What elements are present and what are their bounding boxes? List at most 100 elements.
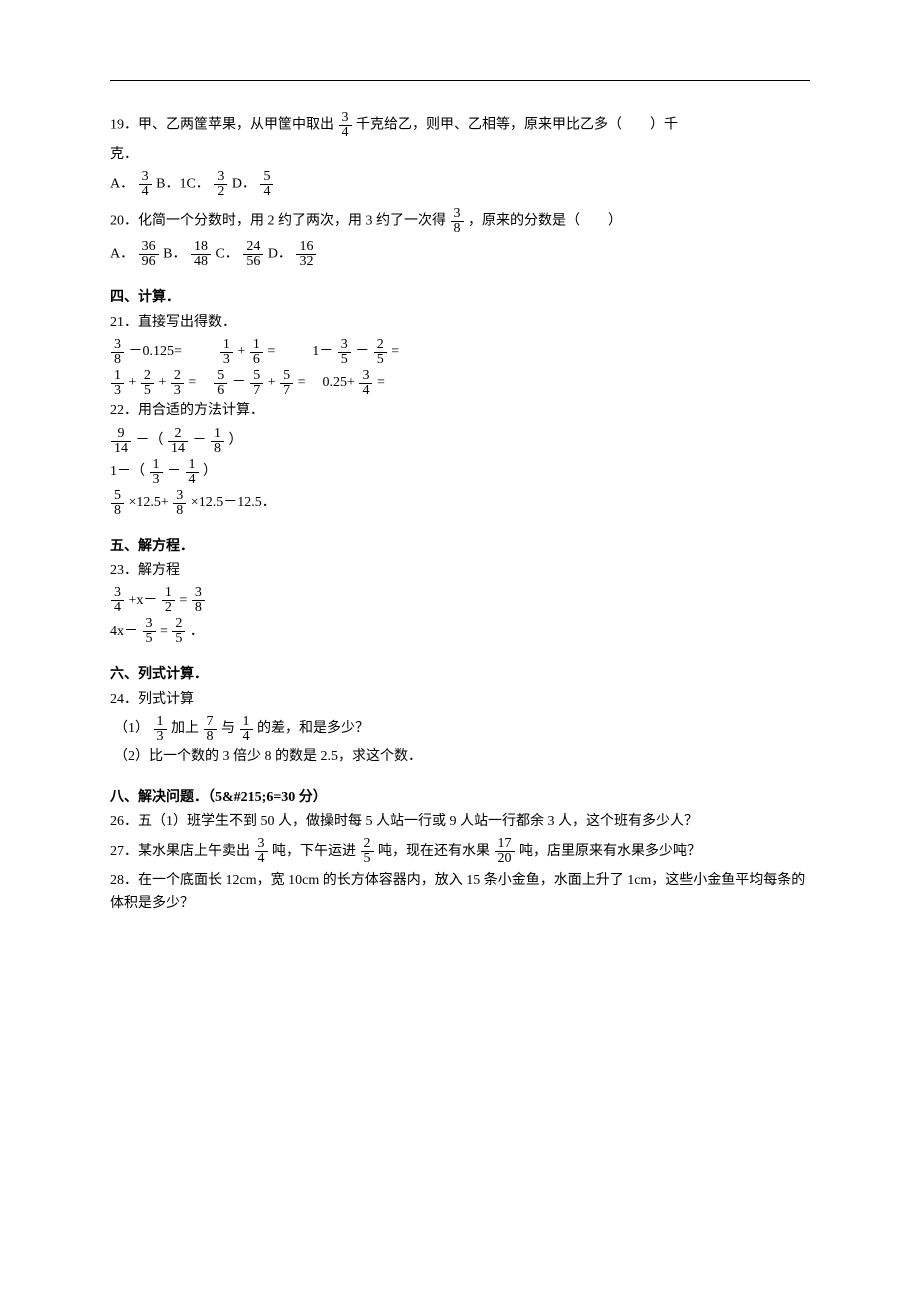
q27-f2: 25 [361, 837, 374, 866]
q22-line3: 58 ×12.5+ 38 ×12.5－12.5． [110, 489, 810, 518]
q22l2-before: 1－（ [110, 461, 145, 483]
page-container: 19．甲、乙两筐苹果，从甲筐中取出 34 千克给乙，则甲、乙相等，原来甲比乙多（… [0, 0, 920, 1302]
question-19: 19．甲、乙两筐苹果，从甲筐中取出 34 千克给乙，则甲、乙相等，原来甲比乙多（… [110, 111, 810, 140]
q21-row2: 13 + 25 + 23 = 56 － 57 + 57 = 0.25+ 34 = [110, 369, 810, 398]
q24l1-after: 的差，和是多少？ [257, 718, 369, 740]
q21r2-a-f3: 23 [171, 369, 184, 398]
q27-after: 吨，店里原来有水果多少吨？ [519, 841, 701, 863]
q27-mid1: 吨，下午运进 [272, 841, 356, 863]
q24-line1: （1） 13 加上 78 与 14 的差，和是多少？ [114, 715, 810, 744]
q22l3-f1: 58 [111, 489, 124, 518]
q28: 28．在一个底面长 12cm，宽 10cm 的长方体容器内，放入 15 条小金鱼… [110, 870, 810, 915]
q26: 26．五（1）班学生不到 50 人，做操时每 5 人站一行或 9 人站一行都余 … [110, 811, 810, 833]
question-20: 20．化简一个分数时，用 2 约了两次，用 3 约了一次得 38 ，原来的分数是… [110, 207, 810, 236]
q19-options: A． 34 B．1C． 32 D． 54 [110, 170, 810, 199]
q20-optC-label: C． [215, 247, 238, 262]
q23-eq1: 34 +x－ 12 = 38 [110, 586, 810, 615]
q19-optA-frac: 34 [139, 170, 152, 199]
q23-label: 23．解方程 [110, 560, 810, 582]
q20-optA-label: A． [110, 247, 134, 262]
q22l2-after: ） [203, 461, 217, 483]
q21r2-a-m1: + [129, 372, 137, 394]
q27-f3: 1720 [495, 837, 515, 866]
section-8-title: 八、解决问题．（5&#215;6=30 分） [110, 787, 810, 809]
q24-line2: （2）比一个数的 3 倍少 8 的数是 2.5，求这个数． [114, 746, 810, 768]
q24-label: 24．列式计算 [110, 689, 810, 711]
q23e2-before: 4x－ [110, 621, 138, 643]
q24l1-mid2: 与 [221, 718, 235, 740]
q21r2-c-before: 0.25+ [323, 372, 355, 394]
q22l3-mid2: ×12.5－12.5． [191, 492, 276, 514]
q22-line1: 914 －（ 214 － 18 ） [110, 427, 810, 456]
q20-text-before: 20．化简一个分数时，用 2 约了两次，用 3 约了一次得 [110, 214, 446, 229]
q23e1-f3: 38 [192, 586, 205, 615]
q22l1-f1: 914 [111, 427, 131, 456]
q21r2-b-m1: － [232, 372, 246, 394]
q22l3-f2: 38 [173, 489, 186, 518]
q20-optD-frac: 1632 [296, 240, 316, 269]
q22-label: 22．用合适的方法计算． [110, 400, 810, 422]
section-4-title: 四、计算． [110, 287, 810, 309]
q20-optB-frac: 1848 [191, 240, 211, 269]
q23e2-f1: 35 [143, 617, 156, 646]
q21r2-c-f1: 34 [359, 369, 372, 398]
q24l1-before: （1） [114, 718, 149, 740]
q23-eq2: 4x－ 35 = 25 ． [110, 617, 810, 646]
q20-optD-label: D． [268, 247, 292, 262]
q24l1-f2: 78 [204, 715, 217, 744]
q23e2-f2: 25 [172, 617, 185, 646]
q19-optC-frac: 32 [214, 170, 227, 199]
q19-frac1: 34 [339, 111, 352, 140]
q21-row1: 38 －0.125= 13 + 16 = 1－ 35 － 25 = [110, 338, 810, 367]
q21r1-a-after: －0.125= [129, 341, 182, 363]
q20-options: A． 3696 B． 1848 C． 2456 D． 1632 [110, 240, 810, 269]
q21r2-a-f2: 25 [141, 369, 154, 398]
q19-optA-label: A． [110, 177, 134, 192]
q21r1-c-f2: 25 [374, 338, 387, 367]
q22l2-f2: 14 [186, 458, 199, 487]
q21-label: 21．直接写出得数． [110, 312, 810, 334]
q21r2-a-after: = [188, 372, 196, 394]
q27-f1: 34 [255, 837, 268, 866]
q19-text-mid: 千克给乙，则甲、乙相等，原来甲比乙多（ ）千 [356, 118, 678, 133]
q21r2-b-f3: 57 [280, 369, 293, 398]
q27-mid2: 吨，现在还有水果 [378, 841, 490, 863]
q20-optC-frac: 2456 [243, 240, 263, 269]
q22l1-f3: 18 [211, 427, 224, 456]
q19-line2: 克． [110, 144, 810, 166]
q23e1-mid1: +x－ [129, 590, 158, 612]
q21r1-c-after: = [391, 341, 399, 363]
q21r1-b-after: = [267, 341, 275, 363]
q21r1-b-mid: + [237, 341, 245, 363]
section-6-title: 六、列式计算． [110, 664, 810, 686]
q19-text-before: 19．甲、乙两筐苹果，从甲筐中取出 [110, 118, 334, 133]
q20-text-after: ，原来的分数是（ ） [468, 214, 622, 229]
q23e1-mid2: = [179, 590, 187, 612]
q22l2-mid: － [167, 461, 181, 483]
q19-optB-label: B．1C． [156, 177, 210, 192]
q21r2-b-after: = [298, 372, 306, 394]
header-rule [110, 80, 810, 81]
q23e1-f1: 34 [111, 586, 124, 615]
q27: 27．某水果店上午卖出 34 吨，下午运进 25 吨，现在还有水果 1720 吨… [110, 837, 810, 866]
q19-optD-label: D． [232, 177, 256, 192]
q21r1-b-f2: 16 [250, 338, 263, 367]
q22l3-mid1: ×12.5+ [129, 492, 169, 514]
q20-optA-frac: 3696 [139, 240, 159, 269]
q20-optB-label: B． [163, 247, 186, 262]
q21r1-a-frac: 38 [111, 338, 124, 367]
q21r1-c-mid: － [355, 341, 369, 363]
q23e2-mid: = [160, 621, 168, 643]
q22l1-after: ） [229, 430, 243, 452]
q24l1-f3: 14 [240, 715, 253, 744]
q21r2-c-after: = [377, 372, 385, 394]
q21r2-a-m2: + [158, 372, 166, 394]
q21r2-b-m2: + [268, 372, 276, 394]
q23e2-after: ． [190, 621, 204, 643]
q22l2-f1: 13 [150, 458, 163, 487]
q21r1-c-f1: 35 [338, 338, 351, 367]
q24l1-mid1: 加上 [171, 718, 199, 740]
q22-line2: 1－（ 13 － 14 ） [110, 458, 810, 487]
q19-optD-frac: 54 [260, 170, 273, 199]
q27-before: 27．某水果店上午卖出 [110, 841, 250, 863]
